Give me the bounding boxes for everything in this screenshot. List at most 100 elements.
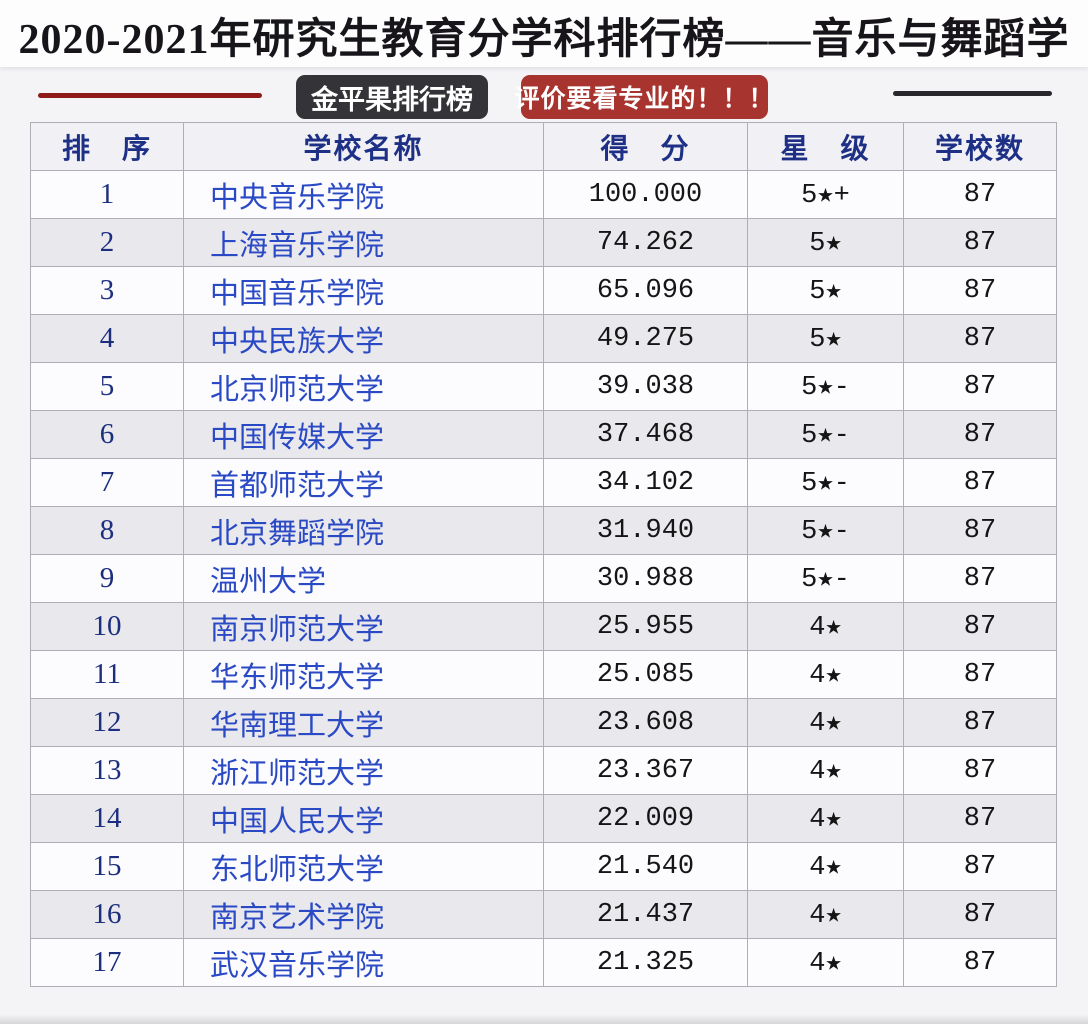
table-row: 1 中央音乐学院 100.000 5★+ 87 [30,170,1057,219]
school-name-cell: 北京师范大学 [183,362,544,411]
score-cell: 65.096 [543,266,748,315]
school-name-cell: 浙江师范大学 [183,746,544,795]
star-level-cell: 4★ [747,938,904,987]
rank-cell: 16 [30,890,184,939]
table-row: 9 温州大学 30.988 5★- 87 [30,554,1057,603]
star-level-cell: 5★- [747,410,904,459]
table-row: 8 北京舞蹈学院 31.940 5★- 87 [30,506,1057,555]
school-name-cell: 中央民族大学 [183,314,544,363]
table-row: 4 中央民族大学 49.275 5★ 87 [30,314,1057,363]
ranking-table-body: 1 中央音乐学院 100.000 5★+ 87 2 上海音乐学院 74.262 … [30,170,1057,987]
score-cell: 25.085 [543,650,748,699]
school-name-cell: 北京舞蹈学院 [183,506,544,555]
score-cell: 100.000 [543,170,748,219]
school-name-cell: 中央音乐学院 [183,170,544,219]
school-name-cell: 华东师范大学 [183,650,544,699]
rank-cell: 15 [30,842,184,891]
school-count-cell: 87 [903,266,1057,315]
school-count-cell: 87 [903,554,1057,603]
table-row: 11 华东师范大学 25.085 4★ 87 [30,650,1057,699]
score-cell: 21.540 [543,842,748,891]
table-row: 17 武汉音乐学院 21.325 4★ 87 [30,938,1057,987]
rank-cell: 5 [30,362,184,411]
score-cell: 21.437 [543,890,748,939]
header-score: 得 分 [543,122,748,171]
rank-cell: 11 [30,650,184,699]
school-name-cell: 首都师范大学 [183,458,544,507]
table-row: 6 中国传媒大学 37.468 5★- 87 [30,410,1057,459]
star-level-cell: 4★ [747,650,904,699]
table-row: 13 浙江师范大学 23.367 4★ 87 [30,746,1057,795]
table-row: 2 上海音乐学院 74.262 5★ 87 [30,218,1057,267]
ranking-table: 排 序 学校名称 得 分 星 级 学校数 1 中央音乐学院 100.000 5★… [30,122,1057,987]
school-count-cell: 87 [903,458,1057,507]
school-count-cell: 87 [903,602,1057,651]
right-black-divider-line [893,91,1052,96]
rank-cell: 10 [30,602,184,651]
rank-cell: 6 [30,410,184,459]
score-cell: 23.608 [543,698,748,747]
school-name-cell: 中国传媒大学 [183,410,544,459]
school-name-cell: 华南理工大学 [183,698,544,747]
table-row: 10 南京师范大学 25.955 4★ 87 [30,602,1057,651]
header-school-name: 学校名称 [183,122,544,171]
school-count-cell: 87 [903,314,1057,363]
table-row: 15 东北师范大学 21.540 4★ 87 [30,842,1057,891]
header-rank: 排 序 [30,122,184,171]
rank-cell: 9 [30,554,184,603]
table-row: 5 北京师范大学 39.038 5★- 87 [30,362,1057,411]
school-count-cell: 87 [903,410,1057,459]
star-level-cell: 4★ [747,698,904,747]
star-level-cell: 5★- [747,506,904,555]
header-star-level: 星 级 [747,122,904,171]
school-count-cell: 87 [903,842,1057,891]
school-count-cell: 87 [903,698,1057,747]
school-name-cell: 温州大学 [183,554,544,603]
score-cell: 21.325 [543,938,748,987]
rank-cell: 13 [30,746,184,795]
rank-cell: 7 [30,458,184,507]
school-name-cell: 武汉音乐学院 [183,938,544,987]
rank-cell: 14 [30,794,184,843]
score-cell: 22.009 [543,794,748,843]
school-name-cell: 中国人民大学 [183,794,544,843]
rank-cell: 1 [30,170,184,219]
rank-cell: 4 [30,314,184,363]
left-red-divider-line [38,93,262,98]
score-cell: 25.955 [543,602,748,651]
school-name-cell: 中国音乐学院 [183,266,544,315]
bottom-shadow [0,1014,1088,1024]
star-level-cell: 5★- [747,362,904,411]
score-cell: 74.262 [543,218,748,267]
score-cell: 39.038 [543,362,748,411]
star-level-cell: 4★ [747,890,904,939]
star-level-cell: 4★ [747,794,904,843]
score-cell: 30.988 [543,554,748,603]
school-count-cell: 87 [903,746,1057,795]
table-row: 16 南京艺术学院 21.437 4★ 87 [30,890,1057,939]
school-count-cell: 87 [903,938,1057,987]
title-band [0,0,1088,67]
table-row: 3 中国音乐学院 65.096 5★ 87 [30,266,1057,315]
header-row: 排 序 学校名称 得 分 星 级 学校数 [30,122,1057,171]
school-count-cell: 87 [903,170,1057,219]
school-count-cell: 87 [903,362,1057,411]
school-count-cell: 87 [903,794,1057,843]
score-cell: 34.102 [543,458,748,507]
jinpingguo-ranking-badge: 金平果排行榜 [296,75,488,119]
star-level-cell: 4★ [747,746,904,795]
star-level-cell: 5★- [747,554,904,603]
school-count-cell: 87 [903,890,1057,939]
rank-cell: 2 [30,218,184,267]
school-name-cell: 南京艺术学院 [183,890,544,939]
school-count-cell: 87 [903,218,1057,267]
school-name-cell: 上海音乐学院 [183,218,544,267]
table-row: 12 华南理工大学 23.608 4★ 87 [30,698,1057,747]
rank-cell: 17 [30,938,184,987]
score-cell: 49.275 [543,314,748,363]
rank-cell: 12 [30,698,184,747]
table-row: 7 首都师范大学 34.102 5★- 87 [30,458,1057,507]
ranking-table-header: 排 序 学校名称 得 分 星 级 学校数 [30,122,1057,171]
rank-cell: 3 [30,266,184,315]
header-school-count: 学校数 [903,122,1057,171]
